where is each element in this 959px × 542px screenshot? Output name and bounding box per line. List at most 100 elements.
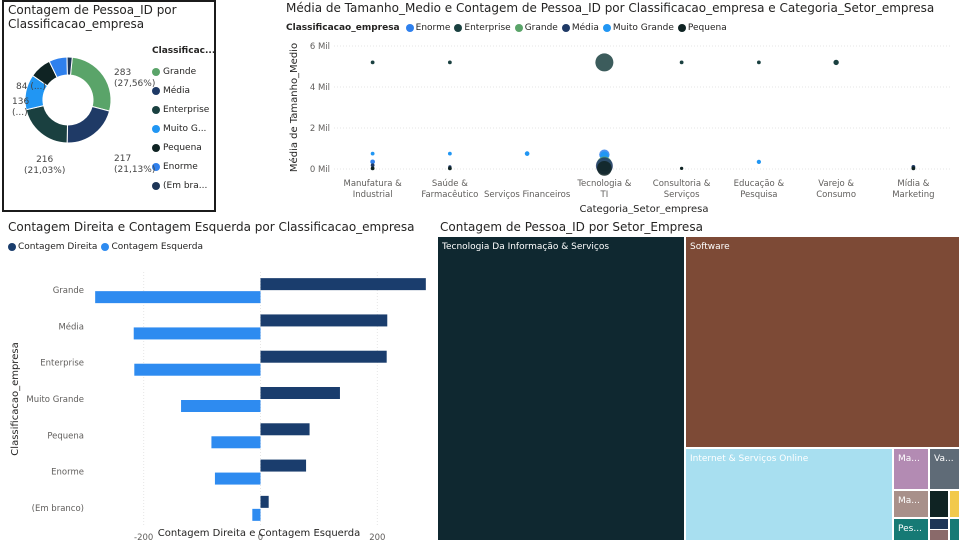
donut-label-pequena: 84 (...) — [16, 82, 46, 92]
treemap-tile[interactable] — [930, 530, 948, 540]
treemap-tile-label: Ma... — [898, 496, 920, 506]
y-tick-label: Muito Grande — [26, 395, 84, 405]
scatter-legend-label: Enterprise — [464, 23, 511, 33]
bar-right[interactable] — [260, 459, 307, 472]
treemap-tile[interactable]: Va... — [930, 449, 959, 489]
scatter-legend-item[interactable]: Grande — [514, 23, 558, 33]
donut-chart[interactable] — [4, 36, 152, 212]
bar-left[interactable] — [133, 327, 261, 340]
bar-left[interactable] — [134, 363, 261, 376]
bar-right[interactable] — [260, 350, 387, 363]
donut-legend-item[interactable]: Enorme — [152, 157, 216, 176]
scatter-legend-item[interactable]: Média — [561, 23, 599, 33]
treemap-chart[interactable]: Tecnologia Da Informação & Serviços Softw… — [438, 237, 959, 540]
treemap-tile[interactable]: Tecnologia Da Informação & Serviços — [438, 237, 684, 540]
legend-dot-icon — [405, 24, 414, 32]
scatter-legend: Classificacao_empresa Enorme Enterprise Gr… — [286, 23, 731, 33]
donut-legend-item[interactable]: (Em bra... — [152, 176, 216, 195]
scatter-point[interactable] — [370, 163, 375, 168]
bar-right[interactable] — [260, 423, 310, 436]
bar-legend-item[interactable]: Contagem Direita — [8, 242, 97, 252]
bar-chart[interactable]: -200 0 200 Grande Média Enterprise Muito Grand… — [2, 256, 432, 542]
donut-legend-item[interactable]: Enterprise — [152, 100, 216, 119]
bar-legend-item[interactable]: Contagem Esquerda — [101, 242, 203, 252]
bar-left[interactable] — [214, 472, 261, 485]
scatter-legend-item[interactable]: Muito Grande — [602, 23, 674, 33]
bar-right[interactable] — [260, 278, 426, 291]
bar-left[interactable] — [252, 508, 261, 521]
donut-legend-label: Pequena — [163, 142, 202, 153]
donut-legend-item[interactable]: Pequena — [152, 138, 216, 157]
donut-slice[interactable] — [66, 56, 73, 76]
bar-left[interactable] — [181, 400, 261, 412]
treemap-tile[interactable]: Ma... — [894, 491, 928, 517]
scatter-point[interactable] — [370, 166, 375, 171]
bar-left[interactable] — [95, 291, 261, 304]
treemap-tile-label: Internet & Serviços Online — [690, 454, 809, 464]
scatter-legend-item[interactable]: Enterprise — [454, 23, 511, 33]
treemap-panel[interactable]: Contagem de Pessoa_ID por Setor_Empresa … — [436, 218, 959, 542]
treemap-tile[interactable]: Internet & Serviços Online — [686, 449, 892, 540]
donut-legend-label: Muito G... — [163, 123, 207, 134]
treemap-tile[interactable] — [930, 519, 948, 529]
donut-slice[interactable] — [25, 105, 69, 144]
scatter-point[interactable] — [370, 60, 375, 65]
scatter-point[interactable] — [597, 161, 612, 176]
scatter-legend-item[interactable]: Pequena — [677, 23, 727, 33]
y-tick-label: 4 Mil — [310, 83, 330, 93]
scatter-chart-title: Média de Tamanho_Medio e Contagem de Pes… — [286, 1, 935, 15]
scatter-point[interactable] — [370, 159, 375, 165]
scatter-point[interactable] — [756, 60, 761, 65]
scatter-point[interactable] — [447, 151, 452, 156]
scatter-legend-title: Classificacao_empresa — [286, 23, 400, 33]
legend-dot-icon — [152, 162, 160, 171]
scatter-point[interactable] — [679, 60, 684, 65]
donut-legend-label: (Em bra... — [163, 180, 208, 191]
x-tick-label: Saúde & Farmacêutico — [421, 179, 478, 200]
donut-legend-item[interactable]: Grande — [152, 62, 216, 81]
legend-dot-icon — [152, 67, 160, 76]
scatter-point[interactable] — [679, 166, 684, 171]
scatter-chart-panel[interactable]: Média de Tamanho_Medio e Contagem de Pes… — [284, 0, 956, 214]
bar-right[interactable] — [260, 387, 340, 399]
scatter-point[interactable] — [595, 53, 614, 72]
donut-slice[interactable] — [66, 105, 111, 144]
bar-right[interactable] — [260, 495, 269, 508]
treemap-tile[interactable]: Software — [686, 237, 959, 447]
scatter-chart[interactable]: 0 Mil 2 Mil 4 Mil 6 Mil Média de Tamanho_Med… — [284, 36, 956, 214]
treemap-tile[interactable]: Pes... — [894, 519, 928, 540]
treemap-tile-label: Tecnologia Da Informação & Serviços — [442, 242, 610, 252]
scatter-point[interactable] — [911, 166, 916, 171]
scatter-legend-item[interactable]: Enorme — [405, 23, 450, 33]
x-tick-label: Mídia & Marketing — [892, 179, 934, 200]
scatter-point[interactable] — [833, 59, 839, 66]
scatter-point[interactable] — [524, 151, 530, 156]
legend-dot-icon — [152, 124, 160, 133]
treemap-title: Contagem de Pessoa_ID por Setor_Empresa — [440, 220, 703, 234]
treemap-tile[interactable] — [930, 491, 948, 517]
treemap-tile[interactable] — [950, 519, 959, 540]
donut-label-enterprise: 216 (21,03%) — [24, 155, 66, 176]
donut-legend-item[interactable]: Muito G... — [152, 119, 216, 138]
donut-legend-item[interactable]: Média — [152, 81, 216, 100]
x-tick-label: Varejo & Consumo — [816, 179, 856, 200]
x-tick-label: 200 — [369, 533, 385, 542]
bar-left[interactable] — [211, 436, 261, 449]
y-tick-label: 6 Mil — [310, 42, 330, 52]
treemap-tile[interactable] — [950, 491, 959, 517]
scatter-point[interactable] — [756, 159, 761, 164]
bar-right[interactable] — [260, 314, 388, 327]
donut-chart-panel[interactable]: Contagem de Pessoa_ID por Classificacao_… — [2, 0, 216, 212]
legend-dot-icon — [561, 24, 570, 32]
donut-legend-label: Grande — [163, 66, 197, 77]
donut-legend-title: Classificac... — [152, 46, 216, 56]
bar-chart-panel[interactable]: Contagem Direita e Contagem Esquerda por… — [2, 218, 432, 542]
y-axis-title: Classificacao_empresa — [10, 342, 21, 455]
treemap-tile[interactable]: Ma... — [894, 449, 928, 489]
donut-slice[interactable] — [69, 56, 112, 112]
donut-legend-label: Enorme — [163, 161, 198, 172]
scatter-point[interactable] — [447, 166, 452, 171]
scatter-point[interactable] — [370, 151, 375, 156]
donut-chart-title: Contagem de Pessoa_ID por Classificacao_… — [8, 3, 177, 31]
scatter-point[interactable] — [447, 60, 452, 65]
